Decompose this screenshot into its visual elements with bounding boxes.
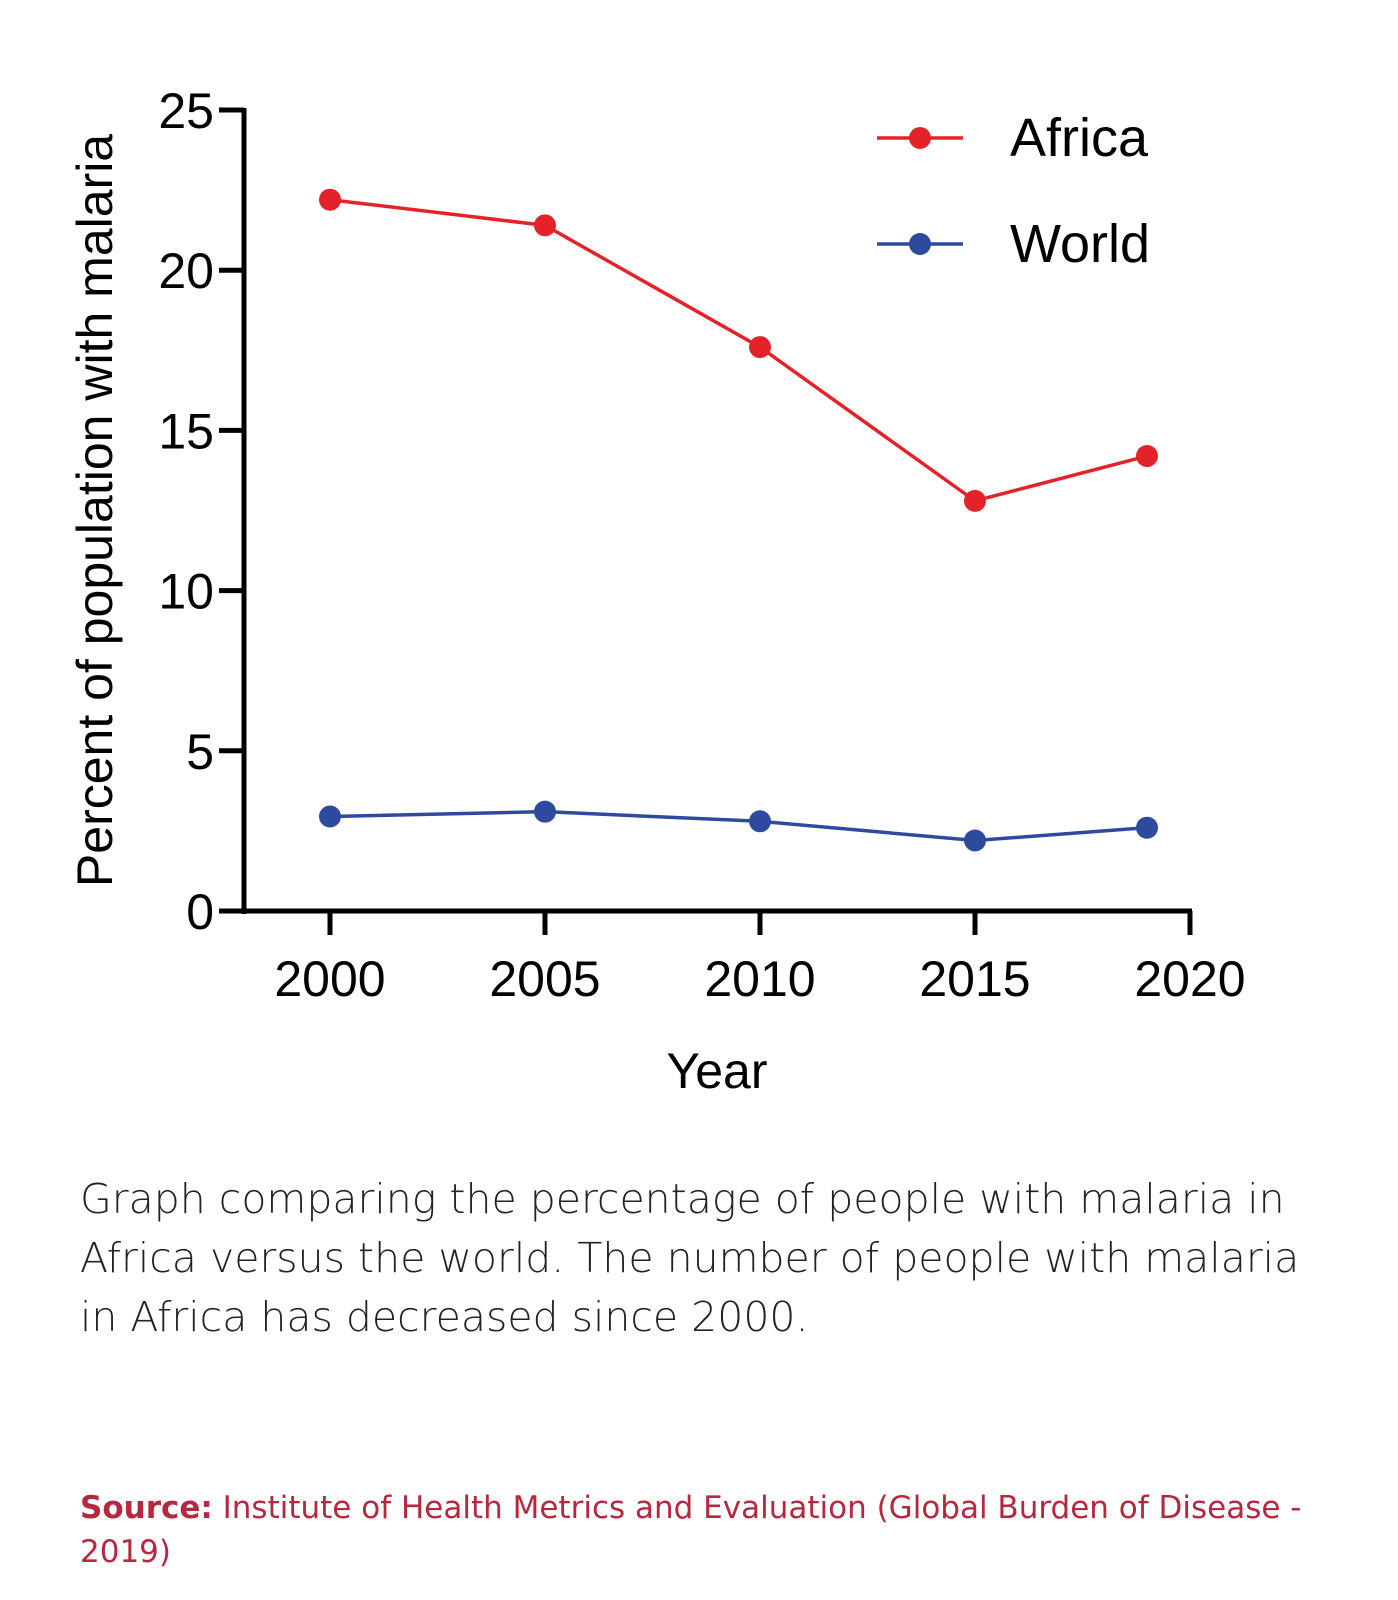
data-point-africa xyxy=(534,214,556,237)
x-tick-label: 2020 xyxy=(1134,951,1245,1007)
chart-legend: Africa World xyxy=(877,108,1150,274)
x-tick-label: 2010 xyxy=(704,951,815,1007)
source-label: Source: xyxy=(80,1490,213,1526)
data-point-world xyxy=(1136,816,1158,839)
source-note: Source: Institute of Health Metrics and … xyxy=(80,1486,1320,1574)
y-tick-label: 25 xyxy=(158,83,214,139)
x-tick-label: 2015 xyxy=(919,951,1030,1007)
chart-caption: Graph comparing the percentage of people… xyxy=(80,1175,1300,1341)
x-axis-label: Year xyxy=(666,1043,767,1099)
chart-axes: 0 5 10 15 20 25 2000 2005 2010 2015 2020 xyxy=(158,83,1245,1007)
chart-series xyxy=(319,188,1158,852)
data-point-africa xyxy=(964,489,986,512)
series-line-world xyxy=(329,809,1148,843)
legend-marker-africa xyxy=(909,127,931,149)
data-point-world xyxy=(319,805,341,828)
x-tick-label: 2005 xyxy=(489,951,600,1007)
data-point-africa xyxy=(749,336,771,359)
legend-label-africa: Africa xyxy=(1010,108,1149,168)
legend-marker-world xyxy=(909,233,931,255)
y-axis-label: Percent of population with malaria xyxy=(67,134,123,887)
x-tick-label: 2000 xyxy=(274,951,385,1007)
data-point-world xyxy=(964,829,986,852)
legend-label-world: World xyxy=(1010,214,1150,274)
y-tick-label: 0 xyxy=(186,884,214,940)
line-chart: 0 5 10 15 20 25 2000 2005 2010 2015 2020 Africa Wor… xyxy=(67,83,1246,1099)
source-text: Institute of Health Metrics and Evaluati… xyxy=(80,1490,1302,1570)
data-point-world xyxy=(749,810,771,833)
y-tick-label: 15 xyxy=(158,403,214,459)
data-point-africa xyxy=(319,188,341,211)
y-tick-label: 5 xyxy=(186,724,214,780)
data-point-africa xyxy=(1136,445,1158,468)
y-tick-label: 20 xyxy=(158,243,214,299)
data-point-world xyxy=(534,800,556,823)
y-tick-label: 10 xyxy=(158,564,214,620)
